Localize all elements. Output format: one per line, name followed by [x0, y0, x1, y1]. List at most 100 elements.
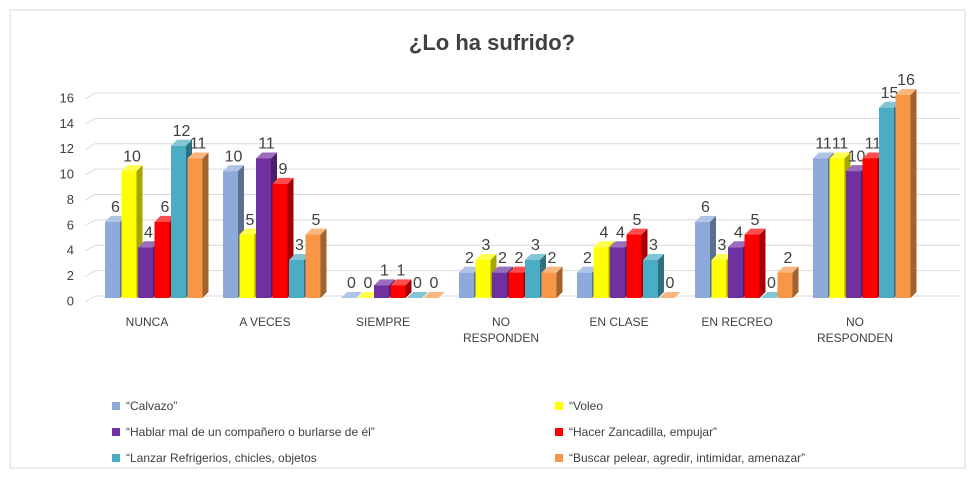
bar-front: [728, 247, 743, 298]
legend-label: “Hablar mal de un compañero o burlarse d…: [126, 425, 375, 439]
value-label: 10: [123, 148, 141, 165]
bar-front: [525, 259, 540, 298]
value-label: 11: [865, 136, 882, 153]
bar: [643, 253, 664, 298]
bar-front: [187, 158, 203, 298]
value-label: 4: [600, 224, 609, 241]
bar-top: [341, 292, 362, 298]
bar-top: [659, 292, 681, 298]
bar: [895, 89, 917, 298]
value-label: 11: [815, 136, 832, 153]
bar-top: [305, 228, 327, 235]
bar-front: [374, 285, 389, 298]
value-label: 5: [246, 212, 255, 229]
bar-top: [879, 101, 900, 108]
bar-top: [390, 279, 412, 286]
bar-front: [459, 272, 474, 298]
grid-line: [84, 92, 960, 100]
bar-side: [792, 266, 799, 298]
grid-line: [84, 270, 960, 278]
chart-border: [9, 9, 966, 469]
bar-front: [777, 272, 793, 298]
bar-top: [610, 241, 631, 248]
value-label: 3: [295, 237, 304, 254]
value-label: 10: [848, 148, 866, 165]
bar-top: [525, 253, 546, 260]
value-label: 0: [413, 275, 422, 292]
bar-top: [829, 152, 851, 159]
value-label: 15: [881, 85, 899, 102]
grid-line: [84, 219, 960, 227]
value-label: 0: [767, 275, 776, 292]
bar: [761, 292, 782, 298]
value-label: 4: [144, 224, 153, 241]
bar-front: [846, 171, 861, 298]
bar-front: [492, 272, 507, 298]
bar: [407, 292, 428, 298]
bar-top: [187, 152, 209, 159]
bar-top: [643, 253, 664, 260]
bar: [423, 292, 445, 298]
grid-line: [84, 168, 960, 176]
y-tick-label: 2: [67, 268, 74, 283]
bar-front: [390, 285, 406, 298]
bar-front: [154, 221, 170, 298]
bar-top: [577, 266, 598, 273]
bar-top: [154, 215, 176, 222]
bar-top: [121, 165, 143, 172]
value-label: 6: [111, 199, 120, 216]
bar: [659, 292, 681, 298]
bar-front: [171, 145, 186, 298]
bar-top: [813, 152, 834, 159]
value-label: 5: [633, 212, 642, 229]
chart-title: ¿Lo ha sufrido?: [409, 30, 575, 55]
x-tick-label: EN RECREO: [701, 315, 773, 329]
bar-top: [541, 266, 563, 273]
x-tick-label: NO RESPONDEN: [816, 315, 893, 345]
bar-front: [239, 234, 255, 298]
value-label: 2: [515, 250, 524, 267]
legend-label: “Hacer Zancadilla, empujar”: [569, 425, 717, 439]
bar-top: [895, 89, 917, 95]
y-tick-label: 0: [67, 293, 74, 308]
bar-top: [508, 266, 530, 273]
bar-front: [272, 183, 288, 298]
bar-front: [289, 259, 304, 298]
value-label: 2: [583, 250, 592, 267]
bar-top: [171, 139, 192, 146]
legend-swatch: [112, 428, 120, 436]
value-label: 12: [173, 123, 191, 140]
value-label: 1: [397, 263, 406, 280]
bar-front: [256, 158, 271, 298]
bar: [744, 228, 766, 298]
value-label: 11: [832, 136, 849, 153]
bar-top: [475, 253, 497, 260]
bar-front: [829, 158, 845, 298]
legend-label: “Voleo: [569, 399, 603, 413]
x-tick-label: A VECES: [239, 315, 291, 329]
value-label: 2: [498, 250, 507, 267]
y-tick-label: 10: [60, 167, 74, 182]
bar-top: [728, 241, 749, 248]
legend-swatch: [555, 454, 563, 462]
bar: [541, 266, 563, 298]
bar-top: [138, 241, 159, 248]
value-label: 6: [161, 199, 170, 216]
bar-front: [541, 272, 557, 298]
bar-front: [711, 259, 727, 298]
bar-side: [658, 253, 664, 298]
value-label: 2: [465, 250, 474, 267]
bar-side: [759, 228, 766, 298]
value-label: 11: [258, 136, 275, 153]
bar-front: [626, 234, 642, 298]
bar-top: [272, 177, 294, 184]
bar-top: [374, 279, 395, 286]
bar: [305, 228, 327, 298]
value-label: 3: [482, 237, 491, 254]
bar-front: [105, 221, 120, 298]
bar-front: [593, 247, 609, 298]
value-label: 3: [718, 237, 727, 254]
bar-front: [223, 171, 238, 298]
legend-swatch: [555, 402, 563, 410]
